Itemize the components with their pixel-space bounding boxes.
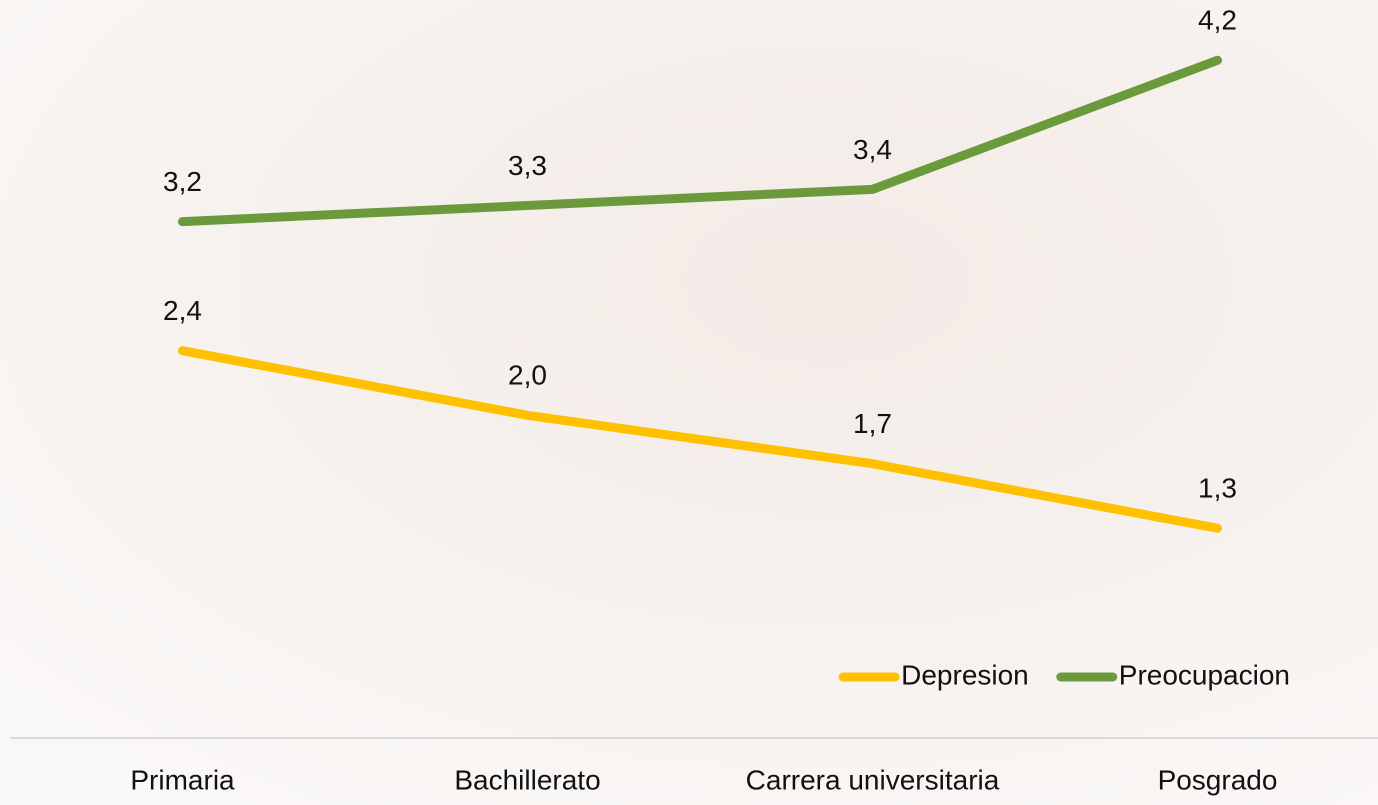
data-label: 3,3 bbox=[508, 150, 547, 181]
data-label: 4,2 bbox=[1198, 5, 1237, 36]
x-tick-label: Posgrado bbox=[1158, 764, 1278, 795]
legend-label: Depresion bbox=[901, 659, 1029, 690]
x-tick-label: Primaria bbox=[130, 764, 235, 795]
data-label: 3,2 bbox=[163, 166, 202, 197]
series-line bbox=[178, 55, 1222, 227]
data-label: 1,7 bbox=[853, 408, 892, 439]
data-label: 2,0 bbox=[508, 360, 547, 391]
x-tick-label: Carrera universitaria bbox=[746, 764, 1000, 795]
data-label: 1,3 bbox=[1198, 473, 1237, 504]
x-tick-label: Bachillerato bbox=[454, 764, 600, 795]
data-label: 2,4 bbox=[163, 295, 202, 326]
legend-label: Preocupacion bbox=[1119, 659, 1290, 690]
data-label: 3,4 bbox=[853, 134, 892, 165]
series-line bbox=[178, 346, 1222, 533]
